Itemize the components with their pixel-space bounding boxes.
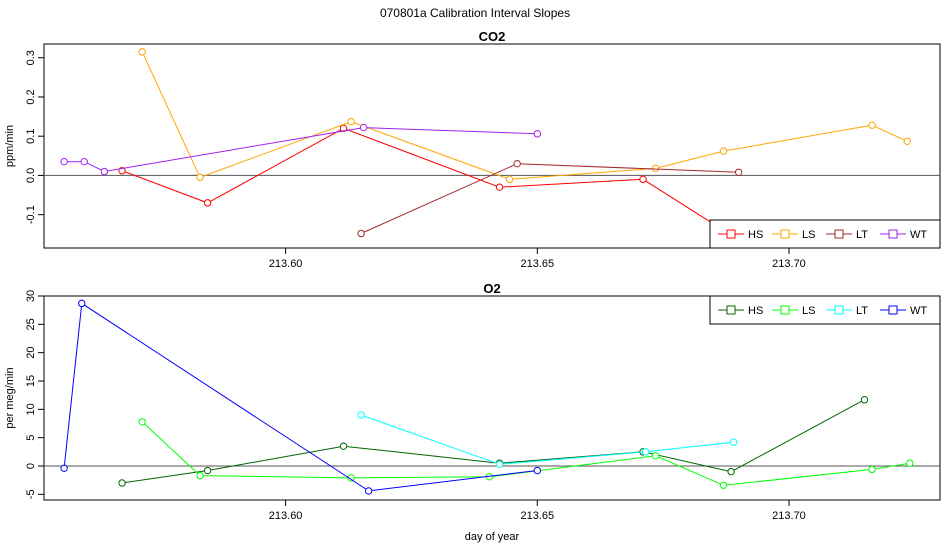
series-ls-point	[903, 137, 911, 145]
series-hs-point	[639, 175, 647, 184]
legend-label: LT	[856, 229, 868, 241]
legend-swatch	[888, 305, 898, 315]
y-tick-label: 20	[25, 347, 37, 359]
series-hs-line	[121, 127, 737, 239]
series-lt-point	[495, 460, 504, 468]
legend-label: HS	[748, 229, 763, 241]
legend-label: WT	[910, 229, 927, 241]
series-hs-line	[121, 399, 865, 484]
series-wt-line	[64, 127, 538, 173]
y-tick-label: -0.1	[25, 205, 37, 224]
y-axis-label: ppm/min	[4, 125, 16, 167]
legend-swatch	[780, 229, 790, 239]
series-wt-point	[60, 157, 68, 166]
y-tick-label: 0.1	[25, 129, 37, 144]
series-wt-point	[80, 157, 88, 166]
series-ls-point	[138, 48, 146, 56]
x-tick-label: 213.65	[520, 258, 554, 270]
y-tick-label: 0.2	[25, 89, 37, 104]
y-axis-label: per meg/min	[4, 367, 16, 428]
y-tick-label: 15	[25, 375, 37, 387]
y-tick-label: 10	[25, 403, 37, 415]
series-ls-point	[651, 164, 660, 173]
legend: HS LS LT WT	[709, 219, 941, 249]
legend-label: WT	[910, 305, 927, 317]
y-tick-label: -5	[25, 489, 37, 499]
panel-title: O2	[483, 281, 500, 296]
y-tick-label: 0.3	[25, 50, 37, 65]
series-wt-point	[78, 299, 86, 308]
legend-box	[709, 219, 941, 249]
panel-o2: O2 -5 0 5 10 15 20 25 30 213.60 213.65 213.70 per me…	[4, 281, 941, 543]
series-ls-point	[719, 481, 728, 489]
series-ls-point	[347, 474, 355, 482]
series-lt-point	[513, 159, 521, 168]
x-tick-label: 213.60	[269, 510, 303, 522]
series-ls-point	[868, 121, 876, 129]
series-lt-point	[734, 168, 743, 176]
legend-swatch	[888, 229, 898, 239]
series-wt-line	[63, 302, 538, 492]
series-ls-point	[505, 175, 514, 184]
legend-label: LS	[802, 305, 815, 317]
legend-label: HS	[748, 305, 763, 317]
series-hs-point	[860, 396, 869, 404]
legend-swatch	[726, 229, 736, 239]
legend-swatch	[834, 229, 844, 239]
series-ls-line	[141, 51, 908, 180]
series-lt-point	[357, 411, 365, 419]
series-hs-point	[339, 124, 348, 133]
x-tick-label: 213.65	[520, 510, 554, 522]
x-tick-label: 213.70	[772, 510, 806, 522]
series-ls-point	[906, 459, 914, 467]
series-hs-point	[118, 479, 126, 487]
series-ls-point	[196, 173, 204, 182]
series-wt-point	[533, 466, 542, 475]
legend-swatch	[726, 305, 736, 315]
series-ls-point	[347, 117, 355, 126]
series-wt-point	[60, 464, 68, 472]
series-hs-point	[203, 466, 212, 475]
series-ls-point	[868, 465, 876, 474]
series-hs-point	[495, 183, 504, 191]
series-wt-point	[359, 123, 368, 132]
series-hs-point	[203, 199, 212, 207]
series-ls-point	[719, 147, 728, 155]
series-lt-line	[360, 163, 739, 234]
legend-swatch	[780, 305, 790, 315]
plot-frame	[43, 295, 941, 501]
series-hs-point	[339, 442, 348, 450]
series-wt-point	[533, 130, 542, 138]
plot-frame	[43, 43, 941, 249]
series-ls-line	[141, 421, 910, 486]
x-tick-label: 213.60	[269, 258, 303, 270]
series-hs-point	[727, 467, 735, 476]
series-wt-point	[364, 487, 373, 495]
y-tick-label: 5	[25, 435, 37, 441]
series-ls-point	[196, 471, 204, 480]
legend-label: LS	[802, 229, 815, 241]
x-tick-label: 213.70	[772, 258, 806, 270]
y-tick-label: 0	[25, 463, 37, 469]
series-lt-point	[729, 438, 738, 446]
panel-co2: CO2 -0.1 0.0 0.1 0.2 0.3 213.60 213.65 213.70 ppm…	[4, 29, 941, 270]
x-axis-label: day of year	[465, 531, 520, 543]
series-ls-point	[651, 452, 660, 460]
panel-title: CO2	[479, 29, 506, 44]
series-lt-point	[357, 229, 365, 238]
y-tick-label: 25	[25, 318, 37, 330]
series-lt-line	[360, 414, 734, 465]
figure-title: 070801a Calibration Interval Slopes	[379, 6, 571, 20]
legend-label: LT	[856, 305, 868, 317]
series-wt-point	[100, 167, 109, 176]
legend: HS LS LT WT	[709, 295, 941, 325]
y-tick-label: 30	[25, 290, 37, 302]
legend-swatch	[834, 305, 844, 315]
series-ls-point	[138, 418, 146, 426]
series-lt-point	[641, 448, 650, 456]
y-tick-label: 0.0	[25, 168, 37, 183]
